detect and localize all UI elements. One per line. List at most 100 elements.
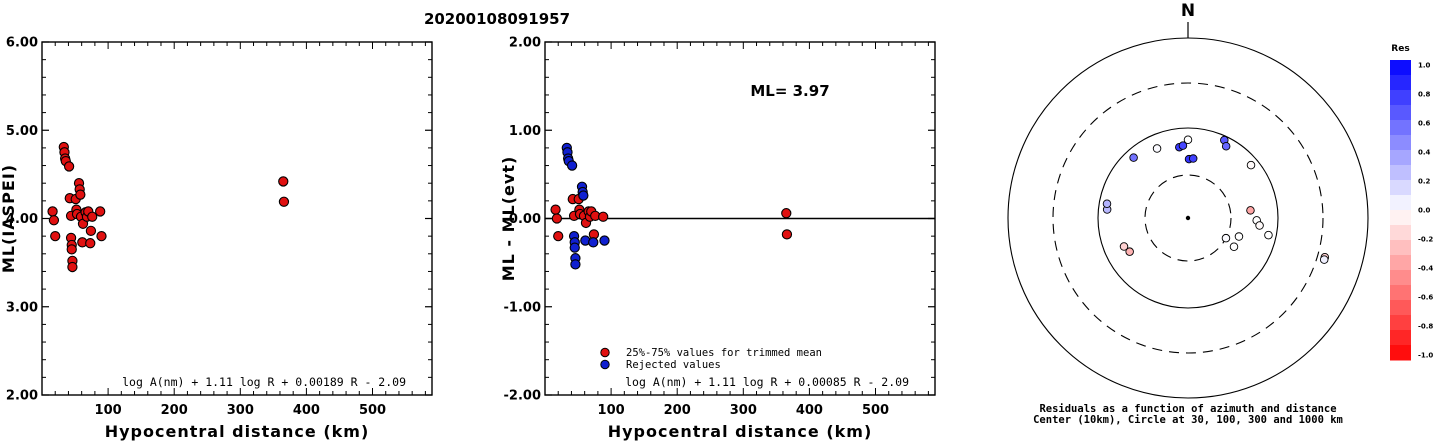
colorbar-tick-label: 0.4 [1418, 149, 1431, 157]
colorbar-tick-label: 0.6 [1418, 120, 1431, 128]
p2-legend-marker [600, 359, 610, 370]
p1-ytick-label: 2.00 [6, 389, 38, 404]
p1-ylabel: ML(IASPEI) [0, 164, 18, 273]
p1-xtick-label: 100 [95, 403, 122, 418]
map-ring [1097, 127, 1279, 309]
map-ring [1052, 82, 1324, 354]
map-station-point [1246, 160, 1256, 170]
p2-point-s0 [598, 211, 609, 222]
p2-point-s1 [578, 190, 589, 201]
p2-xtick-label: 100 [598, 403, 625, 418]
colorbar-tick-label: 1.0 [1418, 62, 1431, 70]
p1-ytick-label: 6.00 [6, 36, 38, 51]
p1-xlabel: Hypocentral distance (km) [105, 422, 370, 441]
colorbar-tick-label: 0.0 [1418, 207, 1431, 215]
colorbar-title: Res [1391, 44, 1409, 54]
colorbar-tick-label: -0.4 [1418, 265, 1433, 273]
p2-ytick-label: 1.00 [509, 124, 541, 139]
p2-point-s0 [550, 204, 561, 215]
p2-xtick-label: 200 [664, 403, 691, 418]
colorbar-band [1390, 120, 1411, 136]
map-station-point [1234, 232, 1244, 241]
p2-point-s0 [553, 230, 564, 242]
p1-ytick-label: 3.00 [6, 300, 38, 315]
colorbar-tick-label: -0.6 [1418, 294, 1433, 302]
map-station-point [1255, 221, 1264, 230]
map-station-point [1229, 242, 1239, 251]
p2-point-s1 [566, 160, 578, 171]
map-station-point [1221, 141, 1231, 151]
colorbar-tick-label: -1.0 [1418, 352, 1433, 360]
map-station-point [1246, 206, 1255, 215]
colorbar-band [1390, 270, 1411, 286]
p2-ylabel: ML - ML(evt) [499, 156, 518, 282]
azimuth-residual-map: N Residuals as a function of azimuth and … [1007, 1, 1433, 426]
p1-frame [41, 41, 433, 396]
p1-point-s0 [66, 244, 77, 255]
map-station-point [1264, 230, 1273, 240]
p1-point-s0 [96, 230, 107, 242]
magnitude-vs-distance-plot: 2.00 3.00 4.00 5.00 6.00 100 200 300 400 500 Hypoc… [0, 36, 433, 441]
p2-legend-label: Rejected values [626, 359, 721, 371]
p2-xtick-label: 500 [862, 403, 889, 418]
p2-ytick-label: -1.00 [504, 300, 541, 315]
map-station-point [1125, 247, 1134, 256]
p2-point-s1 [570, 259, 581, 270]
p2-ytick-label: 2.00 [509, 36, 541, 51]
p2-ml-annotation: ML= 3.97 [750, 82, 829, 100]
p1-xtick-label: 400 [293, 403, 320, 418]
colorbar-band [1390, 165, 1411, 181]
p1-xtick-label: 500 [359, 403, 386, 418]
p1-point-s0 [63, 161, 75, 172]
map-station-point [1178, 141, 1188, 150]
colorbar-band [1390, 150, 1411, 166]
colorbar-band [1390, 60, 1411, 76]
p1-point-s0 [85, 225, 97, 237]
p2-ytick-label: 0.00 [509, 212, 541, 227]
p2-point-s0 [551, 213, 563, 224]
map-station-point [1129, 153, 1138, 162]
p1-ytick-label: 5.00 [6, 124, 38, 139]
colorbar-band [1390, 255, 1411, 271]
p2-xtick-label: 400 [796, 403, 823, 418]
p2-ytick-label: -2.00 [504, 389, 541, 404]
colorbar-band [1390, 105, 1411, 121]
p2-point-s1 [569, 242, 580, 253]
colorbar-band [1390, 300, 1411, 316]
colorbar-band [1390, 210, 1411, 226]
map-station-point [1102, 199, 1112, 208]
p2-point-s1 [588, 237, 599, 248]
colorbar-band [1390, 75, 1411, 91]
p1-point-s0 [75, 189, 86, 200]
p2-legend-label: 25%-75% values for trimmed mean [626, 347, 822, 359]
map-north-label: N [1181, 1, 1195, 21]
colorbar-tick-label: 0.8 [1418, 91, 1431, 99]
colorbar-band [1390, 225, 1411, 241]
map-caption-line: Residuals as a function of azimuth and d… [1039, 403, 1336, 415]
figure-title: 20200108091957 [424, 10, 570, 28]
p1-xtick-label: 300 [227, 403, 254, 418]
p1-point-s0 [95, 206, 106, 217]
p2-legend-marker [600, 347, 610, 358]
p2-point-s0 [781, 229, 793, 240]
residual-vs-distance-plot: -2.00 -1.00 0.00 1.00 2.00 100 200 300 400 500 Hyp… [499, 36, 936, 441]
map-station-point [1152, 144, 1162, 153]
p1-point-s0 [85, 238, 96, 249]
colorbar-band [1390, 240, 1411, 256]
colorbar-band [1390, 195, 1411, 211]
map-station-point [1119, 242, 1129, 251]
p1-xtick-label: 200 [161, 403, 188, 418]
p1-point-s0 [50, 230, 61, 242]
p1-formula: log A(nm) + 1.11 log R + 0.00189 R - 2.0… [122, 375, 406, 389]
p2-xtick-label: 300 [730, 403, 757, 418]
p1-point-s0 [48, 215, 60, 226]
p2-formula: log A(nm) + 1.11 log R + 0.00085 R - 2.0… [625, 375, 909, 389]
colorbar-tick-label: -0.2 [1418, 236, 1433, 244]
p2-xlabel: Hypocentral distance (km) [608, 422, 873, 441]
p1-point-s0 [278, 196, 290, 207]
p2-point-s0 [781, 208, 792, 219]
colorbar-tick-label: -0.8 [1418, 323, 1433, 331]
colorbar-band [1390, 90, 1411, 106]
